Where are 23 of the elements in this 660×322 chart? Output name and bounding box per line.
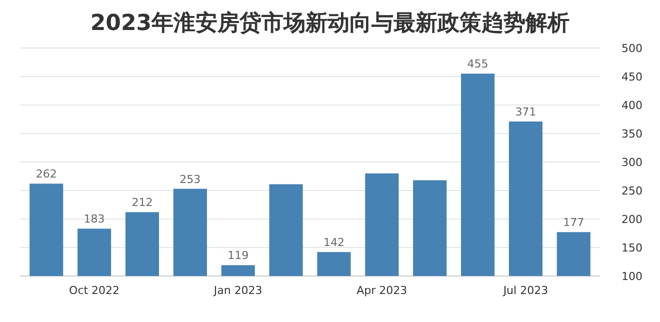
y-tick-label: 450 <box>622 70 642 84</box>
data-label: 177 <box>563 216 584 230</box>
data-label: 119 <box>228 249 249 262</box>
x-tick-label: Apr 2023 <box>356 284 408 297</box>
y-tick-label: 100 <box>622 270 642 283</box>
data-label: 371 <box>515 106 536 119</box>
y-tick-label: 250 <box>622 184 642 198</box>
x-tick-label: Jul 2023 <box>502 284 548 297</box>
data-label: 262 <box>36 168 57 181</box>
y-tick-label: 150 <box>622 241 642 254</box>
data-label: 212 <box>132 196 153 210</box>
y-tick-label: 400 <box>622 98 642 112</box>
data-label: 253 <box>180 172 201 186</box>
y-tick-label: 300 <box>622 156 642 169</box>
data-label: 455 <box>467 58 488 71</box>
y-tick-label: 500 <box>622 42 642 55</box>
y-tick-label: 200 <box>622 212 642 226</box>
x-tick-label: Jan 2023 <box>212 284 262 297</box>
x-tick-label: Oct 2022 <box>69 284 120 297</box>
data-label: 142 <box>323 236 344 250</box>
y-tick-label: 350 <box>622 127 642 140</box>
chart-title: 2023年淮安房贷市场新动向与最新政策趋势解析 <box>90 10 570 36</box>
data-label: 183 <box>84 212 105 226</box>
